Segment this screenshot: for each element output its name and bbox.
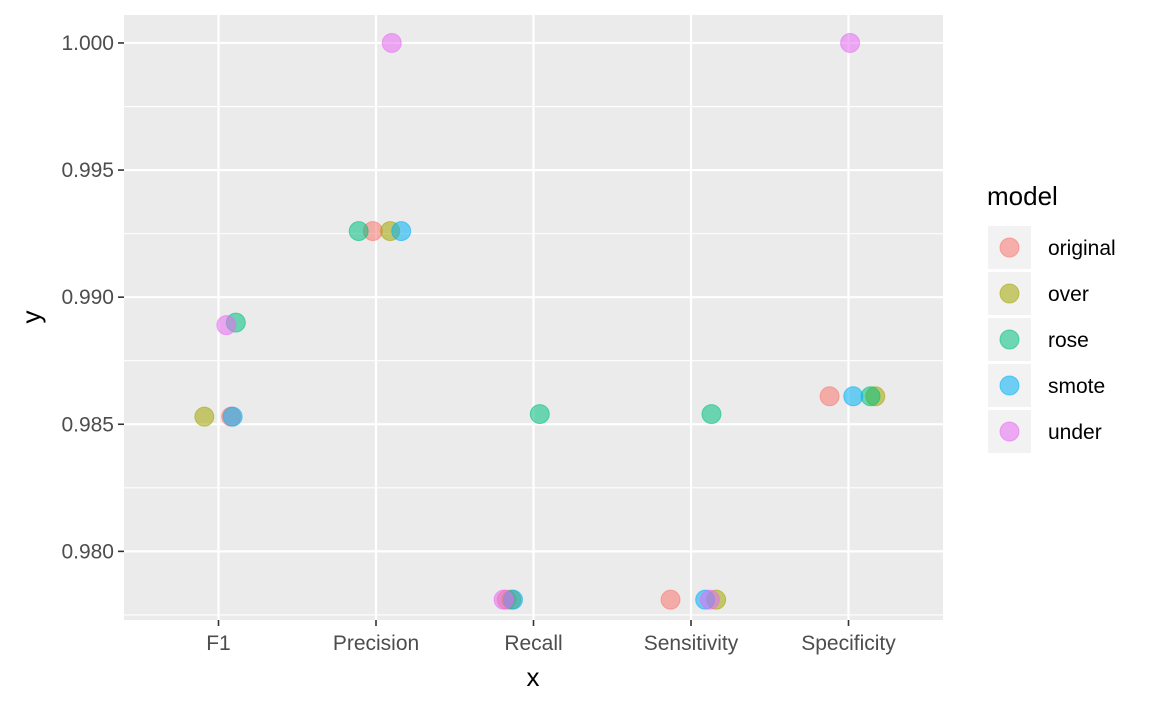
data-points — [194, 32, 886, 610]
y-tick-label: 0.985 — [61, 413, 114, 436]
y-tick-label: 0.995 — [61, 159, 114, 182]
data-point-under — [216, 315, 237, 336]
data-point-original — [819, 386, 840, 407]
data-point-smote — [222, 406, 243, 427]
x-tick-label: Sensitivity — [644, 632, 739, 655]
y-axis-title: y — [16, 311, 46, 324]
x-tick-label: Specificity — [801, 632, 896, 655]
y-tick-label: 1.000 — [61, 32, 114, 55]
data-point-rose — [860, 386, 881, 407]
legend-label-over: over — [1048, 283, 1089, 306]
legend-label-rose: rose — [1048, 329, 1089, 352]
legend-label-smote: smote — [1048, 375, 1105, 398]
y-tick-label: 0.990 — [61, 286, 114, 309]
x-axis: F1 Precision Recall Sensitivity Specificity — [206, 620, 896, 655]
data-point-under — [493, 589, 514, 610]
legend-key-over — [999, 283, 1020, 304]
legend: model original over rose smote under — [987, 181, 1116, 453]
data-point-rose — [701, 404, 722, 425]
data-point-over — [194, 406, 215, 427]
legend-label-under: under — [1048, 421, 1102, 444]
data-point-under — [840, 32, 861, 53]
x-tick-label: Precision — [333, 632, 419, 655]
legend-label-original: original — [1048, 237, 1116, 260]
x-tick-label: F1 — [206, 632, 231, 655]
legend-key-original — [999, 237, 1020, 258]
legend-key-rose — [999, 329, 1020, 350]
legend-title: model — [987, 181, 1058, 211]
data-point-original — [660, 589, 681, 610]
y-axis: 0.980 0.985 0.990 0.995 1.000 — [61, 32, 124, 563]
data-point-under — [699, 589, 720, 610]
x-axis-title: x — [527, 662, 540, 692]
data-point-rose — [529, 404, 550, 425]
legend-key-smote — [999, 375, 1020, 396]
data-point-rose — [348, 221, 369, 242]
legend-key-under — [999, 421, 1020, 442]
data-point-smote — [391, 221, 412, 242]
data-point-under — [381, 32, 402, 53]
y-tick-label: 0.980 — [61, 540, 114, 563]
grid-lines — [124, 15, 943, 620]
data-point-smote — [843, 386, 864, 407]
x-tick-label: Recall — [504, 632, 562, 655]
